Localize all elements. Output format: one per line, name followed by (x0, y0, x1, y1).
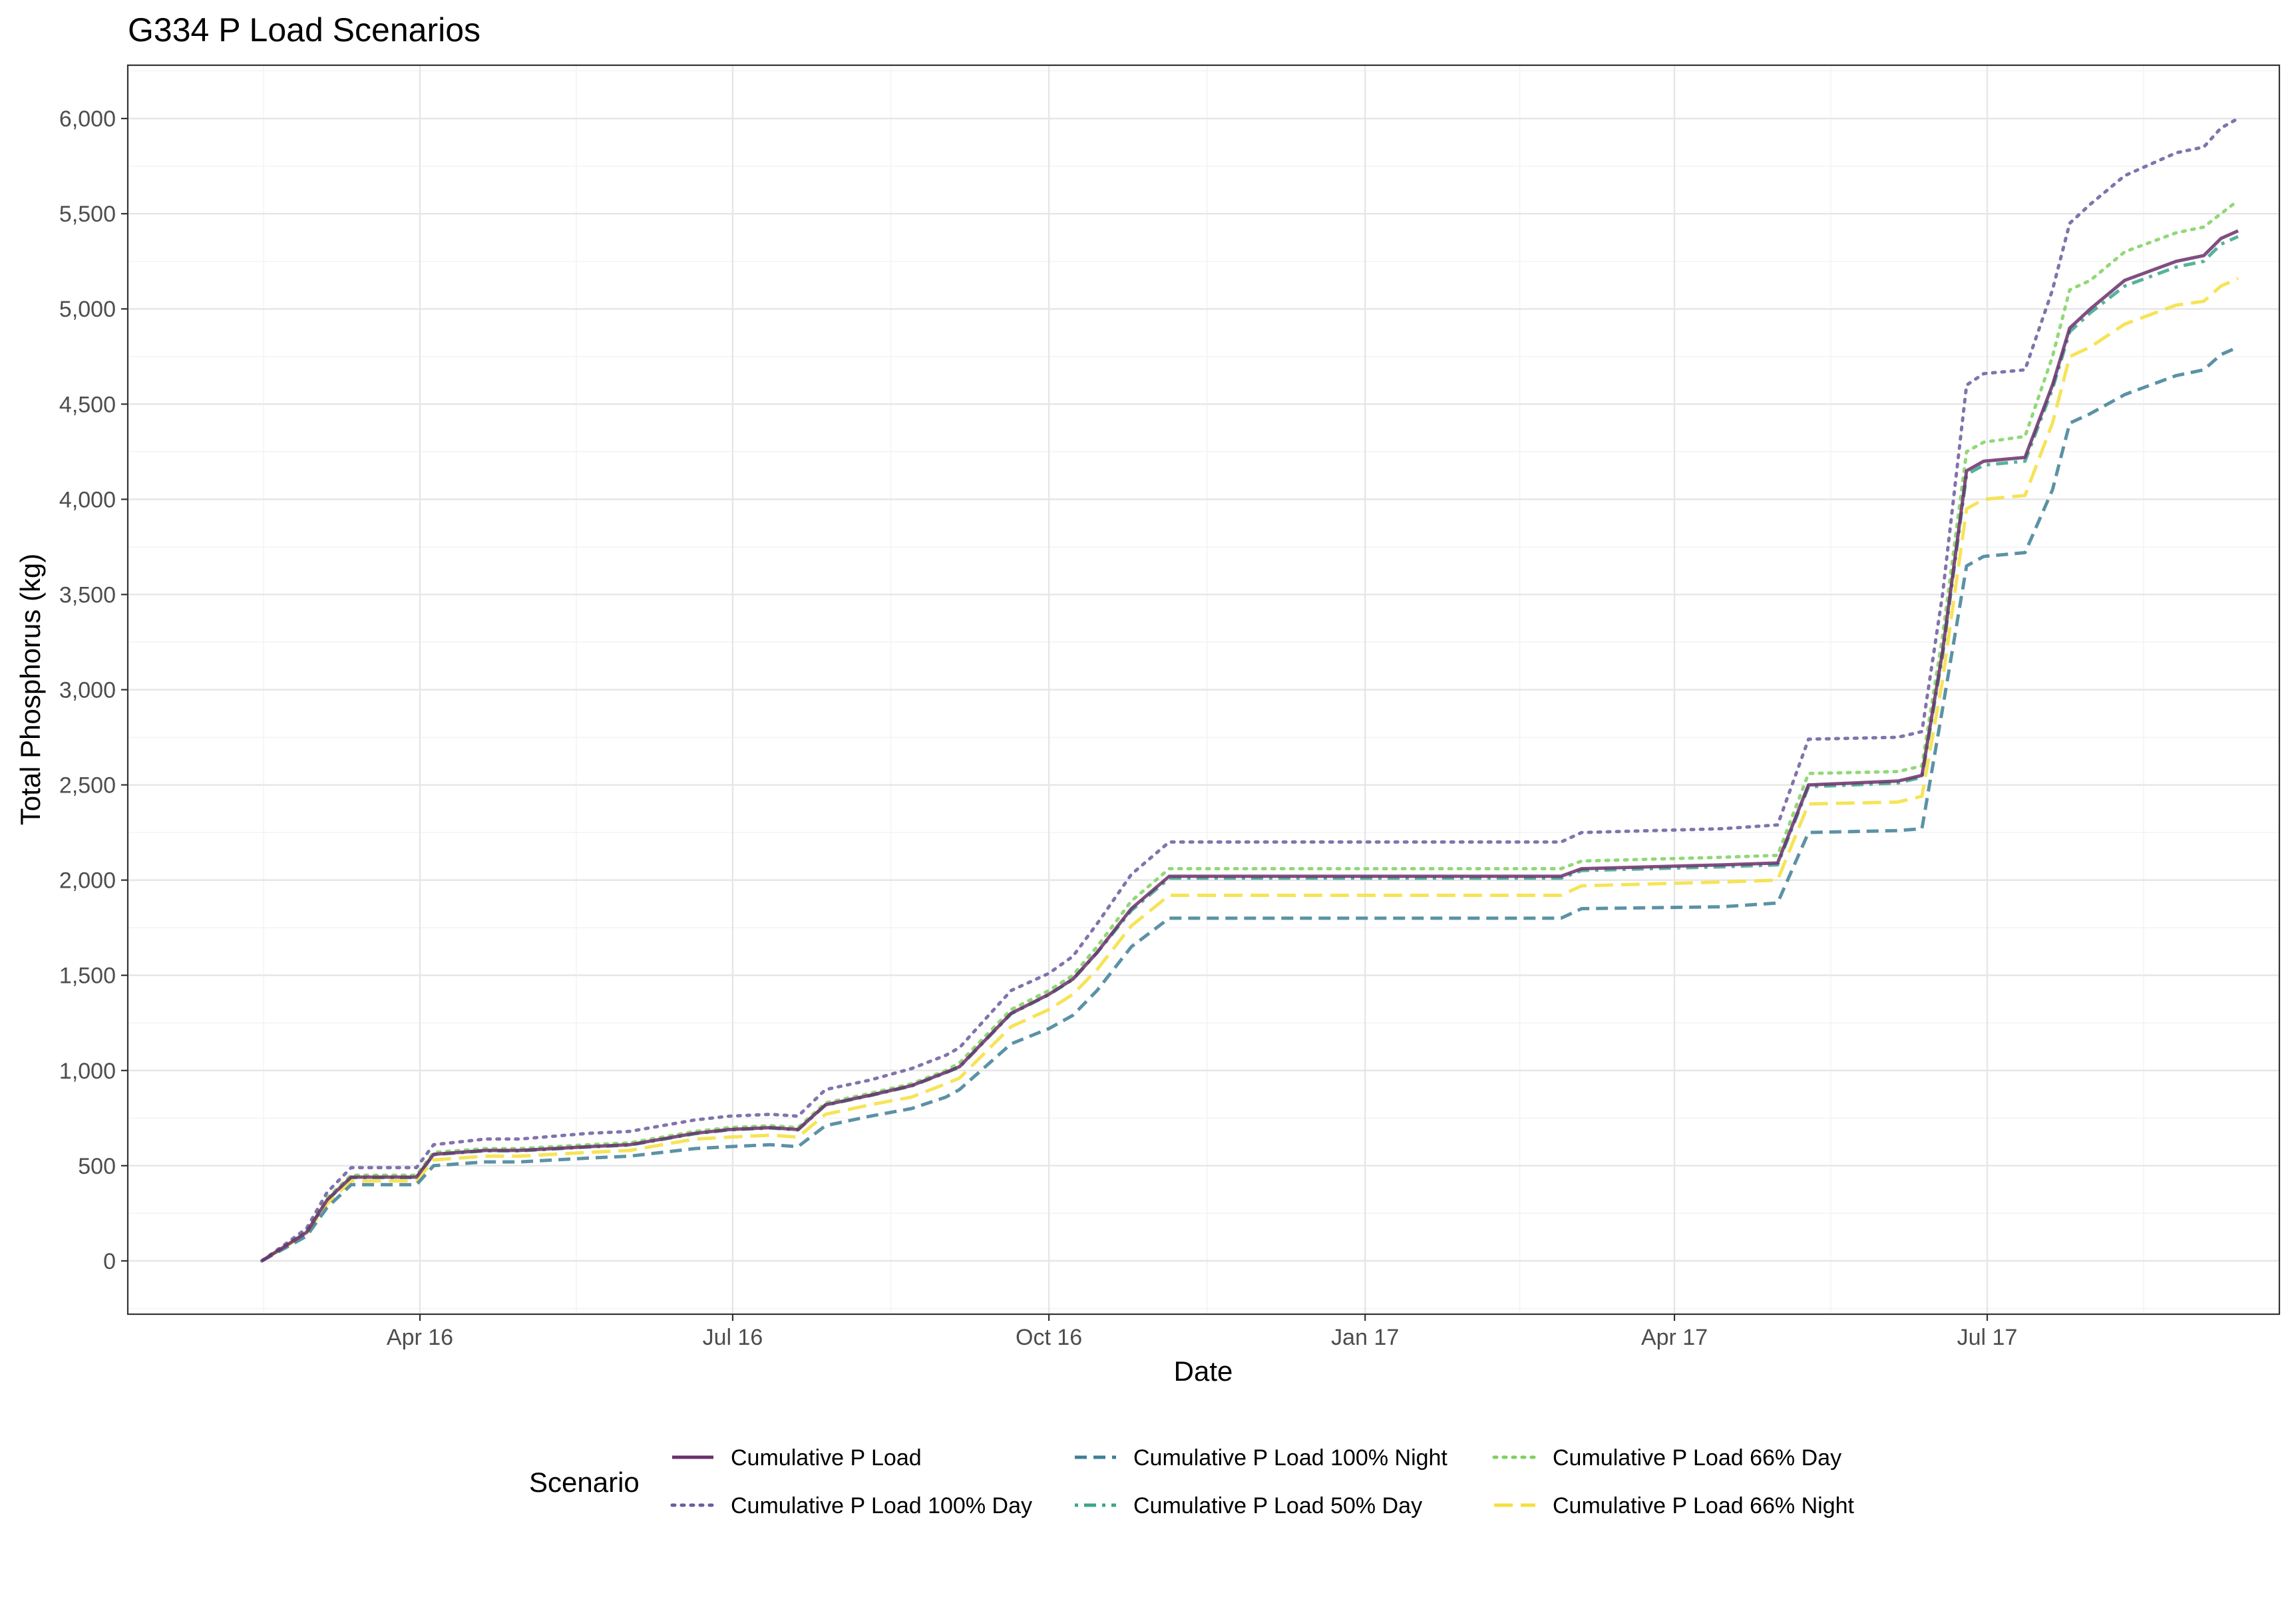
y-tick-label: 4,000 (59, 487, 116, 512)
legend-title: Scenario (529, 1467, 640, 1498)
series-line (260, 198, 2240, 1263)
legend-items: Cumulative P Load Cumulative P Load 100% … (670, 1445, 1855, 1518)
legend-label: Cumulative P Load (731, 1445, 922, 1471)
series-line (261, 229, 2239, 1263)
x-axis: Apr 16 Jul 16 Oct 16 Jan 17 Apr 17 Jul 17 (387, 1314, 2017, 1350)
y-tick-label: 2,000 (59, 868, 116, 894)
y-tick-label: 500 (78, 1154, 116, 1179)
y-tick-label: 0 (103, 1249, 116, 1274)
y-tick-label: 1,000 (59, 1059, 116, 1084)
x-axis-title: Date (1174, 1355, 1233, 1387)
x-tick-label: Jan 17 (1331, 1325, 1399, 1350)
legend-label: Cumulative P Load 50% Day (1133, 1493, 1422, 1518)
chart-title: G334 P Load Scenarios (128, 11, 480, 49)
y-axis: 0 500 1,000 1,500 2,000 2,500 3,000 3,500 4,000 4… (59, 106, 128, 1274)
y-tick-label: 6,000 (59, 106, 116, 132)
y-tick-label: 4,500 (59, 392, 116, 417)
legend-label: Cumulative P Load 66% Day (1553, 1445, 1841, 1471)
plot-area (126, 64, 2281, 1316)
series-line (260, 116, 2240, 1263)
y-tick-label: 2,500 (59, 773, 116, 798)
grid-major (128, 65, 2279, 1314)
x-tick-label: Apr 16 (387, 1325, 453, 1350)
y-tick-label: 3,500 (59, 582, 116, 608)
series-layer (260, 116, 2240, 1263)
x-tick-label: Jul 17 (1957, 1325, 2018, 1350)
x-tick-label: Jul 16 (703, 1325, 763, 1350)
y-axis-title: Total Phosphorus (kg) (15, 554, 46, 826)
y-tick-label: 5,500 (59, 202, 116, 227)
x-tick-label: Oct 16 (1016, 1325, 1082, 1350)
legend-label: Cumulative P Load 66% Night (1553, 1493, 1855, 1518)
series-line (261, 277, 2239, 1263)
legend-label: Cumulative P Load 100% Day (731, 1493, 1032, 1518)
y-tick-label: 1,500 (59, 964, 116, 989)
legend-label: Cumulative P Load 100% Night (1133, 1445, 1447, 1471)
y-tick-label: 5,000 (59, 297, 116, 322)
series-line (261, 345, 2239, 1263)
x-tick-label: Apr 17 (1641, 1325, 1708, 1350)
y-tick-label: 3,000 (59, 678, 116, 703)
